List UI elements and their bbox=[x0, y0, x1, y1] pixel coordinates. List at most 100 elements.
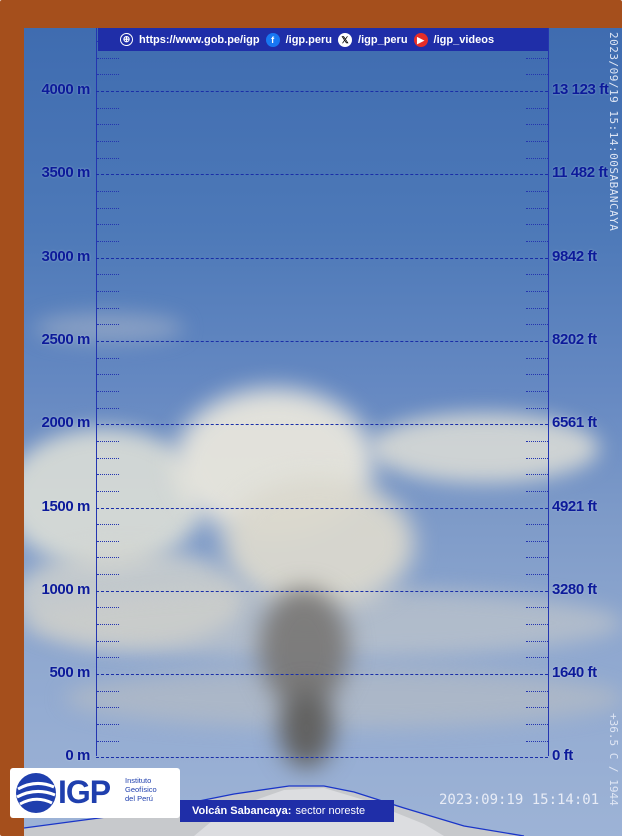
minor-tick bbox=[526, 524, 548, 526]
minor-tick bbox=[526, 640, 548, 642]
minor-tick bbox=[526, 374, 548, 376]
cloud-top-left bbox=[34, 313, 184, 343]
minor-tick bbox=[97, 724, 119, 726]
minor-tick bbox=[526, 574, 548, 576]
minor-tick bbox=[526, 140, 548, 142]
minor-tick bbox=[97, 407, 119, 409]
feet-label: 1640 ft bbox=[552, 664, 597, 682]
website-link[interactable]: https://www.gob.pe/igp bbox=[139, 33, 260, 46]
camera-datetime-stamp: 2023:09:19 15:14:01 bbox=[439, 792, 600, 808]
meter-label: 500 m bbox=[49, 664, 90, 682]
feet-label: 9842 ft bbox=[552, 247, 597, 265]
altitude-gridline bbox=[96, 424, 548, 426]
meter-label: 4000 m bbox=[41, 81, 91, 98]
minor-tick bbox=[526, 307, 548, 309]
minor-tick bbox=[526, 740, 548, 742]
minor-tick bbox=[526, 690, 548, 692]
minor-tick bbox=[526, 224, 548, 226]
minor-tick bbox=[97, 690, 119, 692]
altitude-gridline bbox=[96, 674, 548, 676]
minor-tick bbox=[97, 190, 119, 192]
minor-tick bbox=[526, 607, 548, 609]
feet-label: 0 ft bbox=[552, 747, 573, 765]
youtube-icon: ▶ bbox=[413, 32, 428, 47]
minor-tick bbox=[526, 57, 548, 59]
minor-tick bbox=[526, 107, 548, 109]
minor-tick bbox=[97, 57, 119, 59]
altitude-gridline bbox=[96, 91, 548, 92]
camera-timestamp-vertical: 2023/09/19 15:14:00SABANCAYA bbox=[607, 32, 620, 232]
minor-tick bbox=[97, 624, 119, 626]
minor-tick bbox=[97, 307, 119, 309]
minor-tick bbox=[97, 740, 119, 742]
meter-label: 2000 m bbox=[41, 414, 91, 432]
minor-tick bbox=[526, 74, 548, 76]
minor-tick bbox=[526, 124, 548, 126]
feet-label: 3280 ft bbox=[552, 580, 597, 598]
volcano-name: Volcán Sabancaya: bbox=[192, 805, 292, 817]
minor-tick bbox=[526, 324, 548, 326]
meter-label: 0 m bbox=[65, 747, 90, 765]
minor-tick bbox=[526, 207, 548, 209]
right-axis bbox=[548, 28, 549, 756]
youtube-link[interactable]: /igp_videos bbox=[433, 33, 495, 46]
minor-tick bbox=[526, 240, 548, 242]
meter-label: 3500 m bbox=[41, 164, 91, 182]
plume-mid bbox=[224, 478, 414, 608]
minor-tick bbox=[97, 540, 119, 542]
minor-tick bbox=[526, 474, 548, 476]
feet-label: 11 482 ft bbox=[552, 164, 608, 182]
minor-tick bbox=[97, 607, 119, 609]
minor-tick bbox=[97, 74, 119, 76]
minor-tick bbox=[526, 274, 548, 276]
logo-line-3: del Perú bbox=[125, 794, 153, 803]
facebook-icon: f bbox=[265, 32, 280, 47]
minor-tick bbox=[97, 274, 119, 276]
minor-tick bbox=[97, 524, 119, 526]
igp-globe-icon bbox=[16, 773, 56, 813]
minor-tick bbox=[526, 657, 548, 659]
x-icon: 𝕏 bbox=[338, 32, 353, 47]
logo-line-1: Instituto bbox=[125, 776, 152, 785]
altitude-gridline bbox=[96, 757, 548, 759]
feet-label: 6561 ft bbox=[552, 414, 597, 432]
meter-label: 1000 m bbox=[41, 580, 91, 598]
minor-tick bbox=[526, 157, 548, 159]
meter-label: 2500 m bbox=[41, 330, 91, 348]
altitude-gridline bbox=[96, 590, 548, 592]
feet-label: 13 123 ft bbox=[552, 81, 609, 98]
minor-tick bbox=[97, 224, 119, 226]
x-link[interactable]: /igp_peru bbox=[358, 33, 408, 46]
minor-tick bbox=[97, 490, 119, 492]
facebook-link[interactable]: /igp.peru bbox=[285, 33, 333, 46]
minor-tick bbox=[526, 357, 548, 359]
altitude-gridline bbox=[96, 507, 548, 509]
minor-tick bbox=[97, 657, 119, 659]
camera-temperature-stamp: +36.5 C / 1944 bbox=[607, 713, 620, 806]
cloud-left bbox=[24, 428, 204, 568]
meter-label: 1500 m bbox=[41, 497, 91, 515]
minor-tick bbox=[97, 440, 119, 442]
minor-tick bbox=[526, 290, 548, 292]
cloud-band-low bbox=[64, 668, 622, 728]
minor-tick bbox=[97, 140, 119, 142]
minor-tick bbox=[97, 357, 119, 359]
altitude-gridline bbox=[96, 257, 548, 259]
igp-logo: IGP Instituto Geofísico del Perú bbox=[10, 768, 180, 818]
minor-tick bbox=[97, 207, 119, 209]
minor-tick bbox=[526, 407, 548, 409]
plume-base bbox=[279, 688, 334, 768]
meter-label: 3000 m bbox=[41, 247, 91, 265]
minor-tick bbox=[97, 574, 119, 576]
minor-tick bbox=[97, 474, 119, 476]
minor-tick bbox=[97, 707, 119, 709]
minor-tick bbox=[526, 540, 548, 542]
left-axis bbox=[96, 28, 97, 756]
minor-tick bbox=[526, 190, 548, 192]
feet-label: 4921 ft bbox=[552, 497, 597, 515]
minor-tick bbox=[97, 374, 119, 376]
minor-tick bbox=[97, 324, 119, 326]
minor-tick bbox=[526, 390, 548, 392]
location-caption: Volcán Sabancaya: sector noreste bbox=[180, 800, 394, 822]
minor-tick bbox=[526, 724, 548, 726]
